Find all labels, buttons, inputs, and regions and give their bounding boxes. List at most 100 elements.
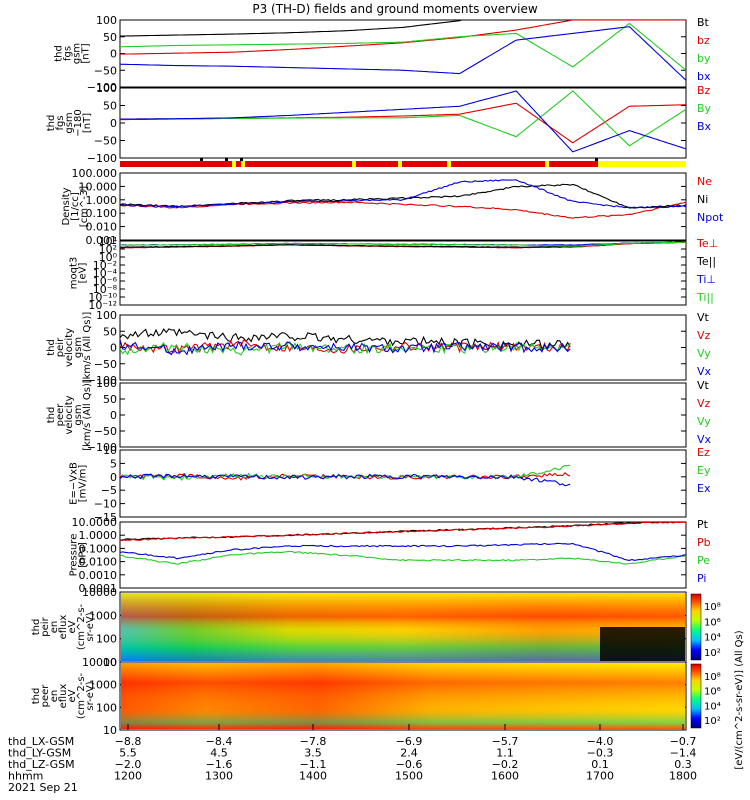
- ytick-label: 100: [96, 309, 117, 322]
- legend-vt: Vt: [697, 379, 710, 392]
- ytick-label: 100: [96, 633, 117, 646]
- mode-bar-yellow-tick: [447, 161, 451, 167]
- series-line: [120, 20, 464, 37]
- legend-pt: Pt: [697, 518, 709, 531]
- legend-bx: Bx: [697, 120, 712, 133]
- ytick-label: 100: [96, 82, 117, 95]
- panel-ylabel: moqt3[eV]: [69, 257, 89, 290]
- ylabel-line: moqt3: [69, 257, 80, 290]
- legend-pb: Pb: [697, 536, 711, 549]
- ytick-label: 10000: [82, 586, 117, 599]
- colorbar-tick: 10⁸: [704, 602, 721, 613]
- legend-te||: Te||: [696, 255, 716, 268]
- legend-ti⊥: Ti⊥: [696, 273, 716, 286]
- legend-ez: Ez: [697, 446, 710, 459]
- mode-bar-red: [120, 161, 598, 167]
- ytick-label: 0.001: [86, 234, 118, 247]
- x-axis-labels: thd_LX-GSM −8.8 −8.4 −7.8 −6.9 −5.7 −4.0 −0.7 th…: [8, 724, 697, 794]
- ylabel-line: velocity: [64, 395, 75, 434]
- ytick-label: 10: [103, 656, 117, 669]
- legend-by: By: [697, 102, 712, 115]
- legend-bt: Bt: [697, 16, 710, 29]
- ytick-label: 0.100: [86, 207, 118, 220]
- xaxis-value: 4.5: [210, 747, 228, 760]
- panels: thdfgsgsm[nT]100500−50−100Btbzbybxthdfgs…: [31, 14, 745, 770]
- ylabel-line: thd: [46, 115, 57, 132]
- colorbar-tick: 10⁶: [704, 687, 721, 698]
- legend-vy: Vy: [697, 415, 711, 428]
- legend-vz: Vz: [697, 397, 711, 410]
- ytick-label: 0: [110, 48, 117, 61]
- ytick-label: 0: [110, 342, 117, 355]
- xaxis-value: −1.1: [300, 758, 327, 771]
- ylabel-line: E=−VxB: [69, 462, 80, 505]
- ylabel-line: peir: [40, 616, 51, 636]
- spectrogram-band: [121, 663, 685, 729]
- mode-bar-yellow-tick: [545, 161, 549, 167]
- ylabel-line: sr-eV): [85, 681, 96, 710]
- ylabel-line: Pressure: [69, 534, 80, 577]
- ytick-label: 10: [103, 724, 117, 737]
- xaxis-value: −5.7: [492, 735, 519, 748]
- spectrogram-dropout: [600, 627, 685, 661]
- legend-vz: Vz: [697, 329, 711, 342]
- colorbar-tick: 10⁴: [704, 701, 721, 712]
- colorbar-tick: 10⁶: [704, 617, 721, 628]
- ylabel-line: thd: [54, 45, 65, 62]
- ytick-label: 10⁻⁴: [93, 267, 118, 280]
- ylabel-line: eflux: [58, 684, 69, 709]
- legend-vx: Vx: [697, 433, 712, 446]
- ylabel-line: gsm: [72, 43, 83, 64]
- ylabel-line: [km/s (All Qs)]: [82, 379, 93, 451]
- ytick-label: 10⁰: [99, 251, 118, 264]
- xaxis-value: 0.3: [674, 758, 692, 771]
- ytick-label: 100: [96, 701, 117, 714]
- ytick-label: 10⁻²: [93, 259, 117, 272]
- ytick-label: 1000: [89, 609, 117, 622]
- mode-bar-yellow-tick: [232, 161, 236, 167]
- series-line: [120, 179, 686, 209]
- xaxis-value: −1.6: [206, 758, 233, 771]
- xaxis-value: 1800: [669, 770, 697, 783]
- ylabel-line: gsm: [64, 112, 75, 133]
- colorbar: [690, 663, 702, 729]
- panel-frame: [119, 382, 687, 448]
- mode-bar: [120, 158, 686, 167]
- panel-ylabel: Density[1/cc][cm^-3]: [61, 186, 90, 227]
- ylabel-line: peer: [55, 403, 66, 427]
- xaxis-value: 1200: [114, 770, 142, 783]
- ylabel-line: Density: [61, 187, 72, 225]
- xaxis-value: −0.6: [396, 758, 423, 771]
- xaxis-value: 2.4: [400, 747, 418, 760]
- series-line: [120, 22, 686, 71]
- ytick-label: 5: [110, 457, 117, 470]
- ytick-label: 1000: [89, 679, 117, 692]
- ytick-label: 0.1000: [79, 542, 118, 555]
- legend-by: by: [697, 52, 711, 65]
- panel-4: moqt3[eV] 10⁴10²10⁰10⁻²10⁻⁴10⁻⁶10⁻⁸10⁻¹⁰1…: [69, 235, 719, 312]
- legend-bx: bx: [697, 70, 711, 83]
- colorbar-tick: 10²: [704, 716, 721, 727]
- xaxis-value: −8.8: [115, 735, 142, 748]
- mode-bar-black-tick: [240, 158, 243, 161]
- ytick-label: −50: [94, 358, 117, 371]
- ytick-label: 10⁴: [99, 235, 118, 248]
- ytick-label: 0: [110, 471, 117, 484]
- ylabel-line: eV: [67, 689, 78, 702]
- ytick-label: 0.0001: [79, 582, 118, 595]
- mode-bar-yellow-tick: [352, 161, 356, 167]
- ytick-label: 0: [110, 117, 117, 130]
- xaxis-value: 3.5: [304, 747, 322, 760]
- ytick-label: −50: [94, 425, 117, 438]
- xaxis-row-label: thd_LZ-GSM: [8, 758, 75, 771]
- series-line: [120, 550, 686, 565]
- ytick-label: 10000: [82, 656, 117, 669]
